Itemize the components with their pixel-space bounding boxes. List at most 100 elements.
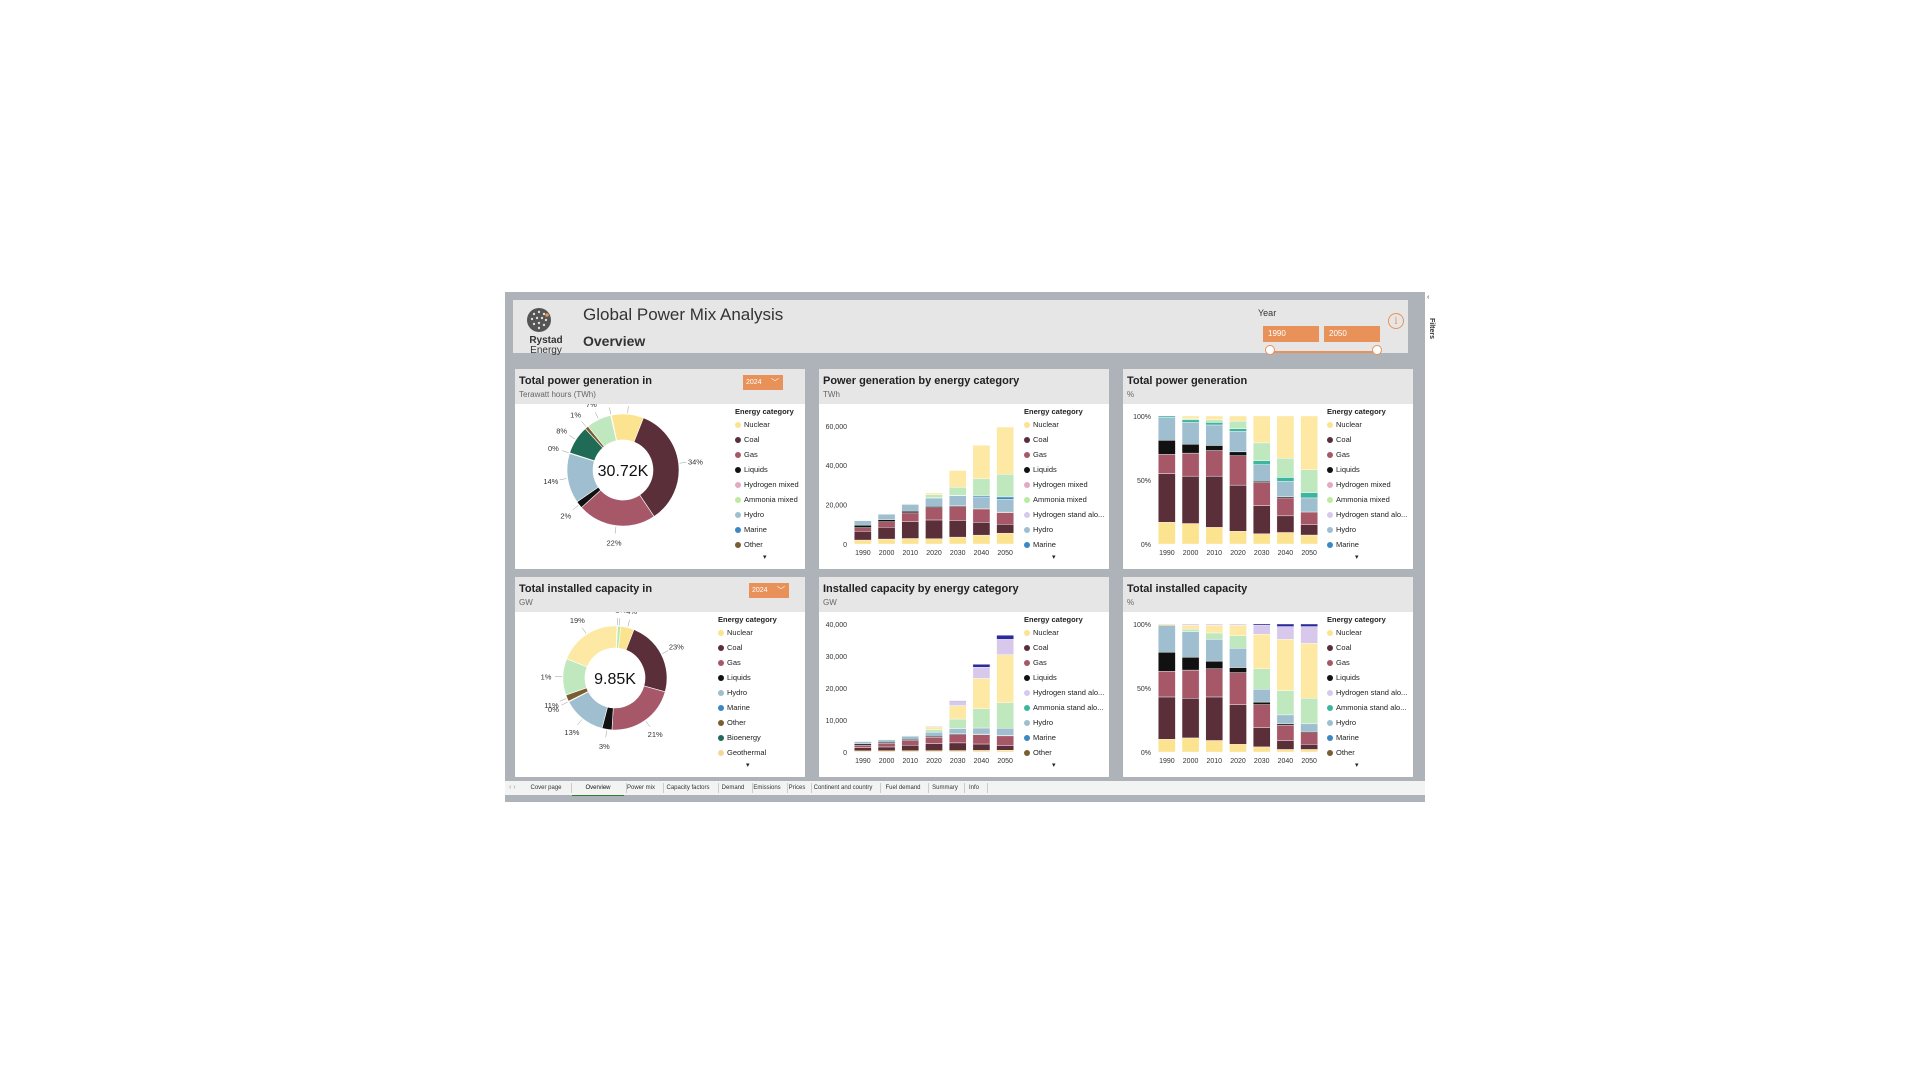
legend-item-coal[interactable]: Coal	[1327, 434, 1407, 449]
bar-segment-hydro-2000[interactable]	[1181, 631, 1200, 658]
legend-item-coal[interactable]: Coal	[735, 434, 799, 449]
bar-segment-coal-2050[interactable]	[1300, 744, 1318, 750]
legend-item-marine[interactable]: Marine	[1327, 539, 1407, 554]
bar-segment-wind-2020[interactable]	[1229, 635, 1247, 649]
bar-segment-solar-2040[interactable]	[1276, 415, 1295, 459]
legend-item-gas[interactable]: Gas	[1327, 657, 1407, 672]
bar-segment-wind-2030[interactable]	[948, 718, 967, 729]
bar-segment-nuclear-2020[interactable]	[1229, 744, 1247, 753]
bar-segment-nuclear-2010[interactable]	[901, 538, 920, 545]
bar-segment-storage-2030[interactable]	[1252, 623, 1271, 626]
bar-segment-gas-2010[interactable]	[1205, 668, 1224, 698]
bar-segment-gas-2040[interactable]	[972, 508, 991, 523]
bar-segment-wind-2000[interactable]	[1181, 628, 1200, 632]
year-start-input[interactable]: 1990	[1263, 326, 1319, 342]
bar-segment-solar-2000[interactable]	[1181, 415, 1200, 419]
legend-item-other[interactable]: Other	[735, 539, 799, 554]
bar-segment-solar-2050[interactable]	[996, 426, 1014, 475]
bar-segment-wind-2050[interactable]	[1300, 698, 1318, 725]
bar-segment-hydro-2030[interactable]	[1252, 464, 1271, 482]
legend-item-nuclear[interactable]: Nuclear	[735, 419, 799, 434]
bar-segment-nuclear-2050[interactable]	[1300, 534, 1318, 545]
bar-segment-wind-2020[interactable]	[925, 729, 943, 733]
bar-segment-solar-2030[interactable]	[1252, 634, 1271, 670]
collapse-arrow-icon[interactable]: ‹	[1427, 294, 1430, 301]
bar-segment-hydro-2050[interactable]	[996, 499, 1014, 513]
bar-segment-nuclear-2030[interactable]	[1252, 746, 1271, 753]
bar-segment-gas-2050[interactable]	[1300, 732, 1318, 745]
bar-segment-solar-2050[interactable]	[996, 654, 1014, 703]
bar-segment-liquids-2010[interactable]	[1205, 660, 1224, 669]
legend-item-ammonia-stand-alo[interactable]: Ammonia stand alo...	[1024, 702, 1104, 717]
legend-item-gas[interactable]: Gas	[1024, 449, 1104, 464]
year-dropdown[interactable]: 2024 ﹀	[743, 375, 783, 390]
bar-segment-wind-2010[interactable]	[1205, 419, 1224, 423]
legend-item-liquids[interactable]: Liquids	[1024, 464, 1104, 479]
bar-segment-gas-2050[interactable]	[996, 512, 1014, 525]
legend-item-gas[interactable]: Gas	[735, 449, 799, 464]
bar-segment-nuclear-2000[interactable]	[1181, 737, 1200, 753]
bar-segment-gas-2020[interactable]	[925, 737, 943, 744]
bar-segment-hydrogen-stand-alone-2000[interactable]	[1181, 623, 1200, 626]
bar-segment-solar-2030[interactable]	[1252, 415, 1271, 444]
bar-segment-wind-2030[interactable]	[1252, 668, 1271, 690]
bar-segment-gas-2040[interactable]	[1276, 497, 1295, 517]
bar-segment-gas-2040[interactable]	[972, 734, 991, 745]
bar-segment-nuclear-2050[interactable]	[1300, 749, 1318, 753]
bar-segment-hydro-2040[interactable]	[1276, 481, 1295, 497]
bar-segment-gas-2000[interactable]	[1181, 669, 1200, 699]
bar-segment-hydro-1990[interactable]	[854, 520, 872, 526]
bar-segment-hydro-2010[interactable]	[901, 504, 920, 512]
legend-item-gas[interactable]: Gas	[718, 657, 777, 672]
bar-segment-hydrogen-stand-alone-2040[interactable]	[972, 667, 991, 679]
bar-segment-storage-2020[interactable]	[925, 726, 943, 728]
bar-segment-solar-2040[interactable]	[1276, 639, 1295, 691]
legend-item-nuclear[interactable]: Nuclear	[718, 627, 777, 642]
tab-capacity-factors[interactable]: Capacity factors	[666, 785, 710, 791]
bar-segment-liquids-2010[interactable]	[1205, 445, 1224, 451]
bar-segment-coal-2040[interactable]	[972, 743, 991, 751]
legend-item-bioenergy[interactable]: Bioenergy	[718, 732, 777, 747]
bar-segment-nuclear-2040[interactable]	[972, 534, 991, 545]
bar-segment-hydro-2010[interactable]	[1205, 424, 1224, 446]
bar-segment-coal-2000[interactable]	[1181, 475, 1200, 524]
bar-segment-nuclear-2000[interactable]	[877, 538, 896, 545]
bar-segment-nuclear-2000[interactable]	[1181, 523, 1200, 545]
legend-item-gas[interactable]: Gas	[1024, 657, 1104, 672]
bar-segment-storage-2040[interactable]	[1276, 623, 1295, 627]
bar-segment-coal-2050[interactable]	[1300, 524, 1318, 536]
bar-segment-liquids-2000[interactable]	[1181, 657, 1200, 671]
bar-segment-ammonia-stand-alone-2040[interactable]	[1276, 477, 1295, 482]
bar-segment-hydro-2050[interactable]	[1300, 497, 1318, 513]
legend-item-hydro[interactable]: Hydro	[1024, 524, 1104, 539]
legend-item-other[interactable]: Other	[718, 717, 777, 732]
year-slider-track[interactable]	[1269, 351, 1377, 353]
legend-item-nuclear[interactable]: Nuclear	[1024, 627, 1104, 642]
bar-segment-hydrogen-stand-alone-2020[interactable]	[1229, 623, 1247, 626]
bar-segment-solar-2030[interactable]	[948, 705, 967, 720]
legend-item-liquids[interactable]: Liquids	[718, 672, 777, 687]
bar-segment-nuclear-2040[interactable]	[1276, 532, 1295, 545]
bar-segment-nuclear-2040[interactable]	[1276, 749, 1295, 753]
bar-segment-coal-2040[interactable]	[1276, 515, 1295, 533]
legend-item-liquids[interactable]: Liquids	[1024, 672, 1104, 687]
bar-segment-gas-2040[interactable]	[1276, 724, 1295, 741]
legend-item-hydrogen-stand-alo[interactable]: Hydrogen stand alo...	[1327, 687, 1407, 702]
bar-segment-gas-2010[interactable]	[901, 740, 920, 746]
bar-segment-coal-2030[interactable]	[1252, 505, 1271, 534]
legend-item-ammonia-mixed[interactable]: Ammonia mixed	[1327, 494, 1407, 509]
tab-summary[interactable]: Summary	[932, 785, 958, 791]
bar-segment-wind-2040[interactable]	[1276, 690, 1295, 716]
legend-item-nuclear[interactable]: Nuclear	[1327, 627, 1407, 642]
legend-item-liquids[interactable]: Liquids	[735, 464, 799, 479]
bar-segment-nuclear-2030[interactable]	[948, 536, 967, 545]
bar-segment-marine-2050[interactable]	[996, 496, 1014, 500]
legend-item-hydro[interactable]: Hydro	[718, 687, 777, 702]
filters-pane-toggle[interactable]: ‹	[1425, 292, 1435, 332]
tab-info[interactable]: Info	[968, 785, 979, 791]
legend-item-hydro[interactable]: Hydro	[1327, 717, 1407, 732]
bar-segment-coal-1990[interactable]	[1158, 696, 1176, 740]
bar-segment-hydrogen-stand-alone-2050[interactable]	[996, 639, 1014, 655]
bar-segment-solar-2000[interactable]	[1181, 625, 1200, 630]
legend-item-hydrogen-mixed[interactable]: Hydrogen mixed	[1024, 479, 1104, 494]
